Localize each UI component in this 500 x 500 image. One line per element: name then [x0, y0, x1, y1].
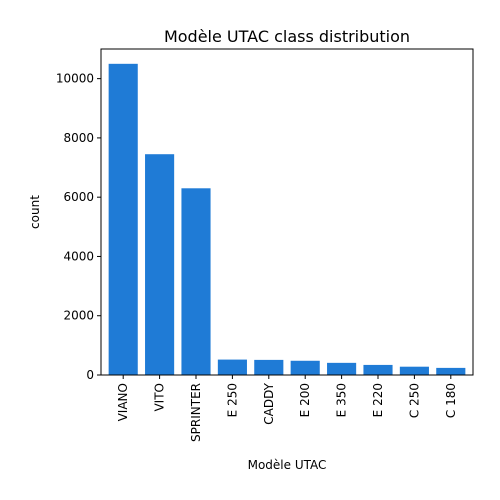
x-axis-label: Modèle UTAC [248, 458, 327, 472]
bar-c-180 [436, 368, 465, 375]
x-axis-ticks: VIANO VITO SPRINTER E 250 CADDY E 200 E 350 E 2… [116, 375, 458, 442]
y-axis-ticks: 0 2000 4000 6000 8000 10000 [56, 72, 101, 382]
y-tick-label: 8000 [63, 131, 94, 145]
x-tick-label: C 250 [407, 383, 421, 418]
chart-title: Modèle UTAC class distribution [164, 27, 410, 46]
x-tick-label: VIANO [116, 383, 130, 421]
y-tick-label: 4000 [63, 249, 94, 263]
bar-e-350 [327, 363, 356, 375]
y-axis-label: count [28, 195, 42, 229]
bar-vito [145, 154, 174, 375]
bar-c-250 [400, 367, 429, 375]
y-tick-label: 6000 [63, 190, 94, 204]
bar-e-220 [363, 365, 392, 375]
bar-sprinter [181, 188, 210, 375]
x-tick-label: C 180 [444, 383, 458, 418]
x-tick-label: E 350 [335, 383, 349, 417]
x-tick-label: E 200 [298, 383, 312, 417]
bar-viano [109, 64, 138, 375]
y-tick-label: 10000 [56, 72, 94, 86]
bar-e-250 [218, 360, 247, 375]
x-tick-label: E 220 [371, 383, 385, 417]
bar-e-200 [291, 361, 320, 375]
y-tick-label: 2000 [63, 309, 94, 323]
bar-caddy [254, 360, 283, 375]
bars-group [109, 64, 466, 375]
y-tick-label: 0 [86, 368, 94, 382]
x-tick-label: VITO [153, 383, 167, 412]
x-tick-label: CADDY [262, 382, 276, 424]
x-tick-label: E 250 [225, 383, 239, 417]
x-tick-label: SPRINTER [189, 383, 203, 442]
